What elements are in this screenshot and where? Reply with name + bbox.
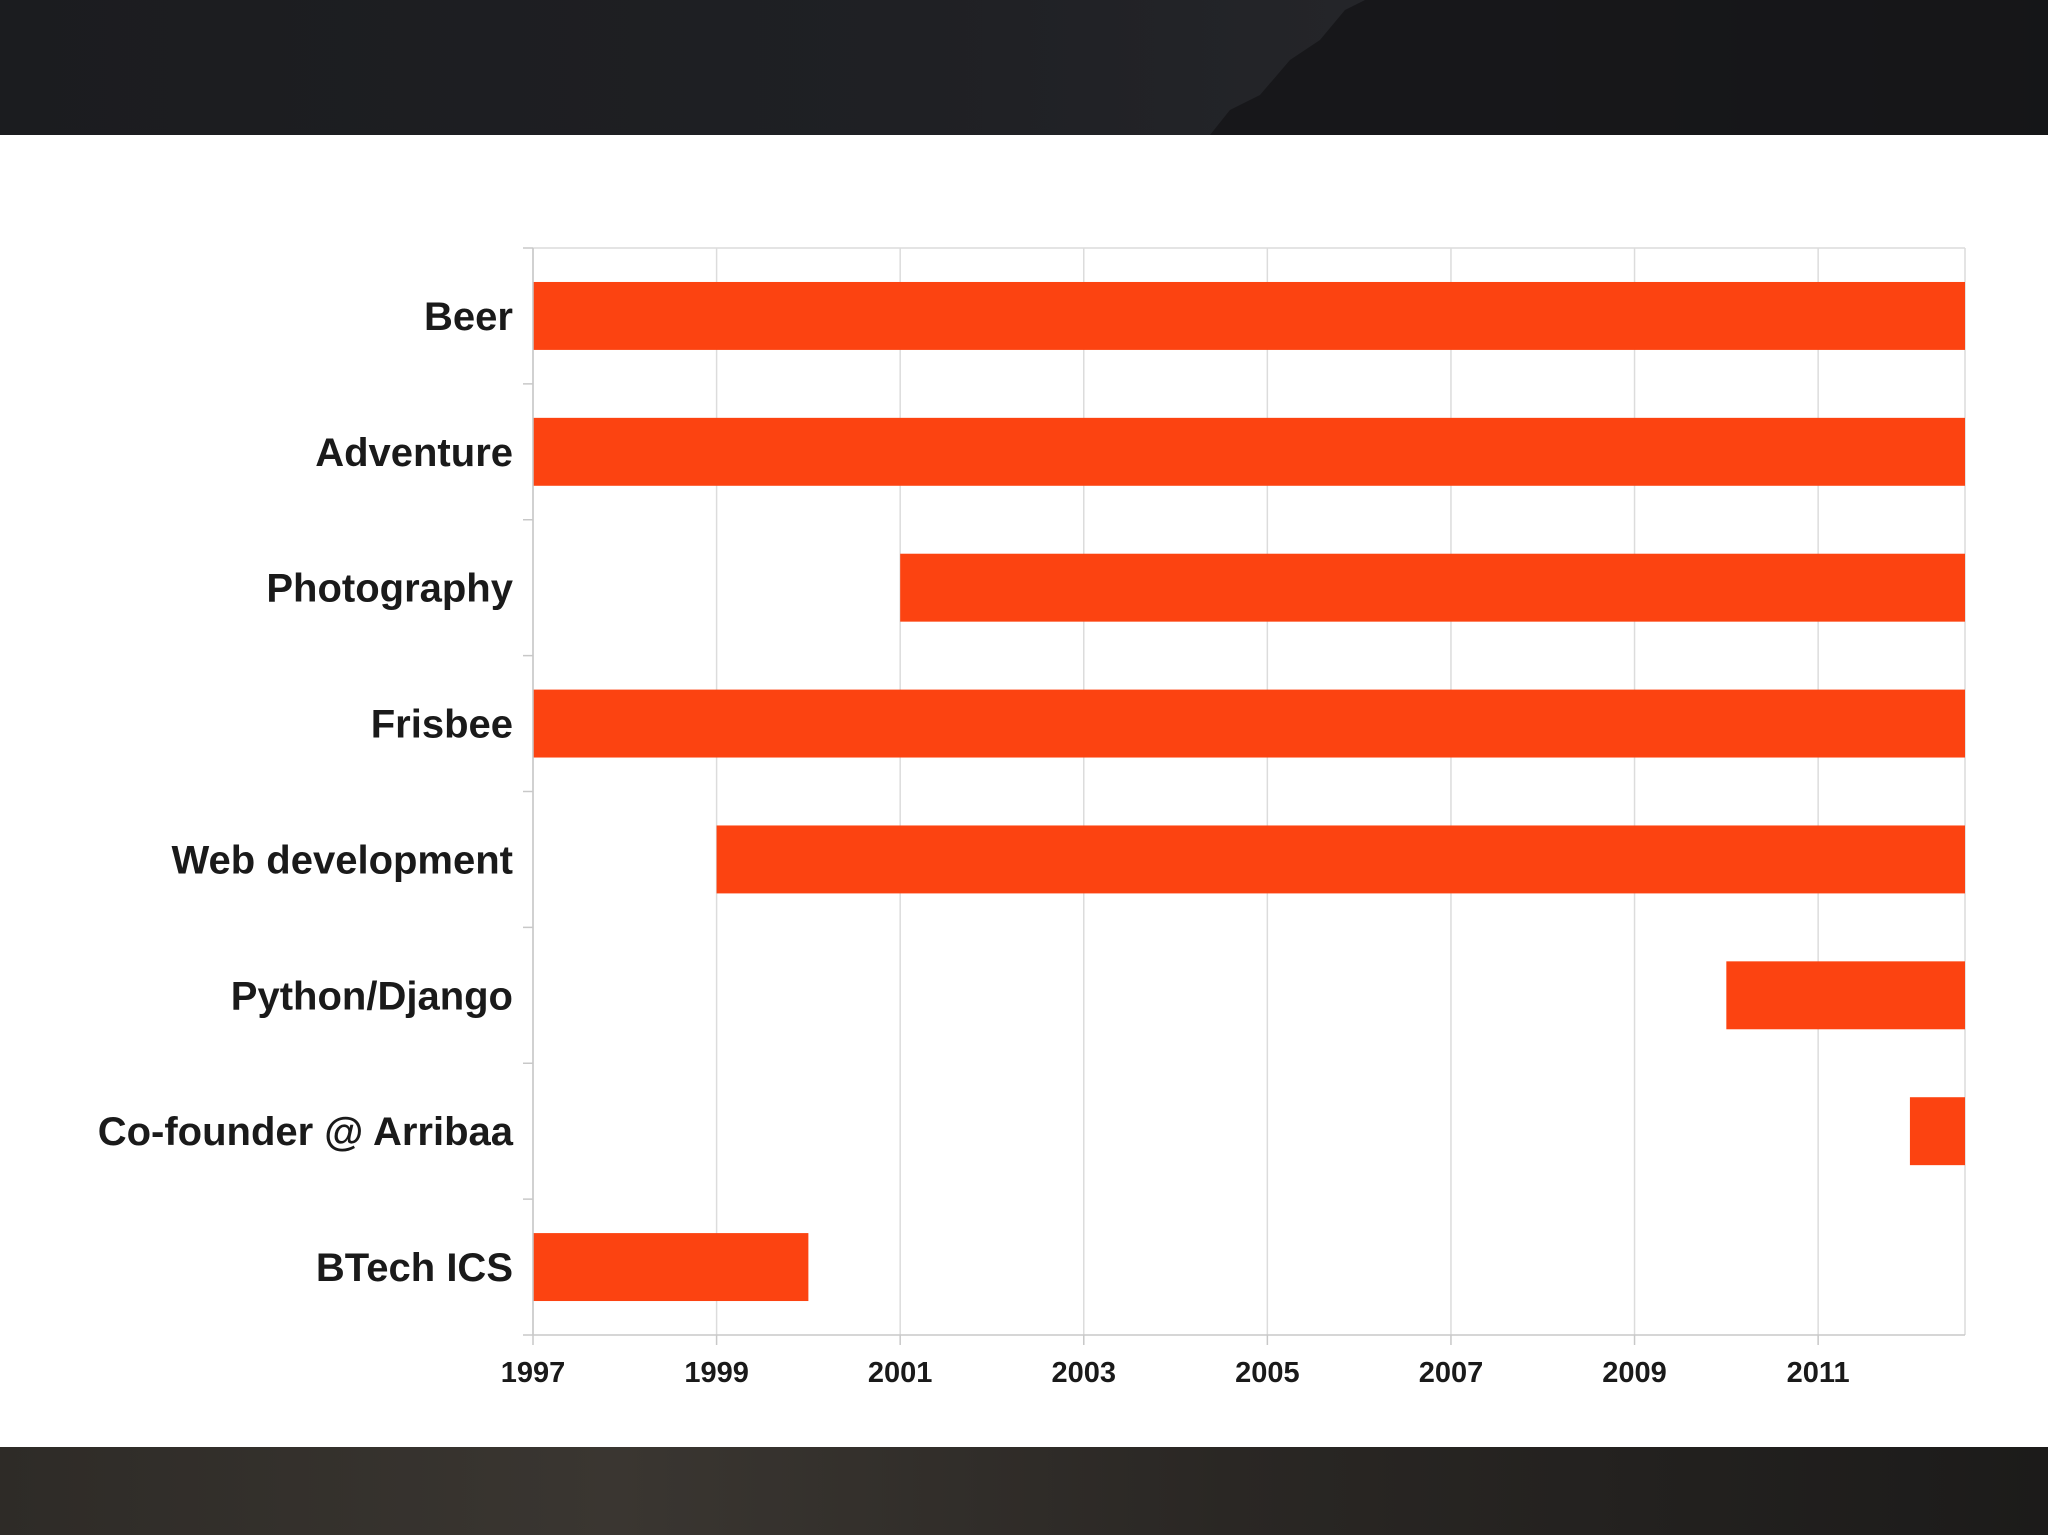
category-label: Adventure xyxy=(315,431,513,475)
bar-beer xyxy=(533,281,1965,350)
bar-adventure xyxy=(533,417,1965,486)
x-tick-label: 2007 xyxy=(1419,1357,1484,1389)
category-label: Beer xyxy=(424,295,513,339)
bar-co-founder-arribaa xyxy=(1909,1097,1965,1166)
category-label: Python/Django xyxy=(231,974,513,1018)
category-label: Frisbee xyxy=(371,703,513,747)
bar-btech-ics xyxy=(533,1233,809,1302)
x-tick-label: 2011 xyxy=(1787,1357,1850,1389)
gridlines xyxy=(532,247,1966,1335)
x-tick-label: 2005 xyxy=(1235,1357,1300,1389)
category-label: Photography xyxy=(266,567,513,611)
x-tick-label: 2003 xyxy=(1052,1357,1117,1389)
mountain-silhouette xyxy=(1210,0,2048,135)
axes xyxy=(523,247,1965,1345)
x-tick-label: 1997 xyxy=(501,1357,566,1389)
top-background-photo-band xyxy=(0,0,2048,135)
bar-web-development xyxy=(716,825,1965,894)
tick-labels: 1997 1999 2001 2003 2005 2007 2009 2011 xyxy=(501,1357,1850,1389)
bar-frisbee xyxy=(533,689,1965,758)
category-label: BTech ICS xyxy=(316,1246,513,1290)
category-label: Web development xyxy=(171,838,513,882)
x-tick-label: 1999 xyxy=(684,1357,749,1389)
timeline-bar-chart: Beer Adventure Photography Frisbee Web devel… xyxy=(98,247,1966,1389)
bottom-background-photo-band xyxy=(0,1447,2048,1535)
category-label: Co-founder @ Arribaa xyxy=(98,1110,514,1154)
category-labels: Beer Adventure Photography Frisbee Web devel… xyxy=(98,295,514,1290)
x-tick-label: 2001 xyxy=(868,1357,933,1389)
x-tick-label: 2009 xyxy=(1602,1357,1667,1389)
bar-python-django xyxy=(1726,961,1965,1030)
bars xyxy=(533,281,1966,1302)
slide-panel: Beer Adventure Photography Frisbee Web devel… xyxy=(0,135,2048,1447)
bar-photography xyxy=(900,553,1966,622)
